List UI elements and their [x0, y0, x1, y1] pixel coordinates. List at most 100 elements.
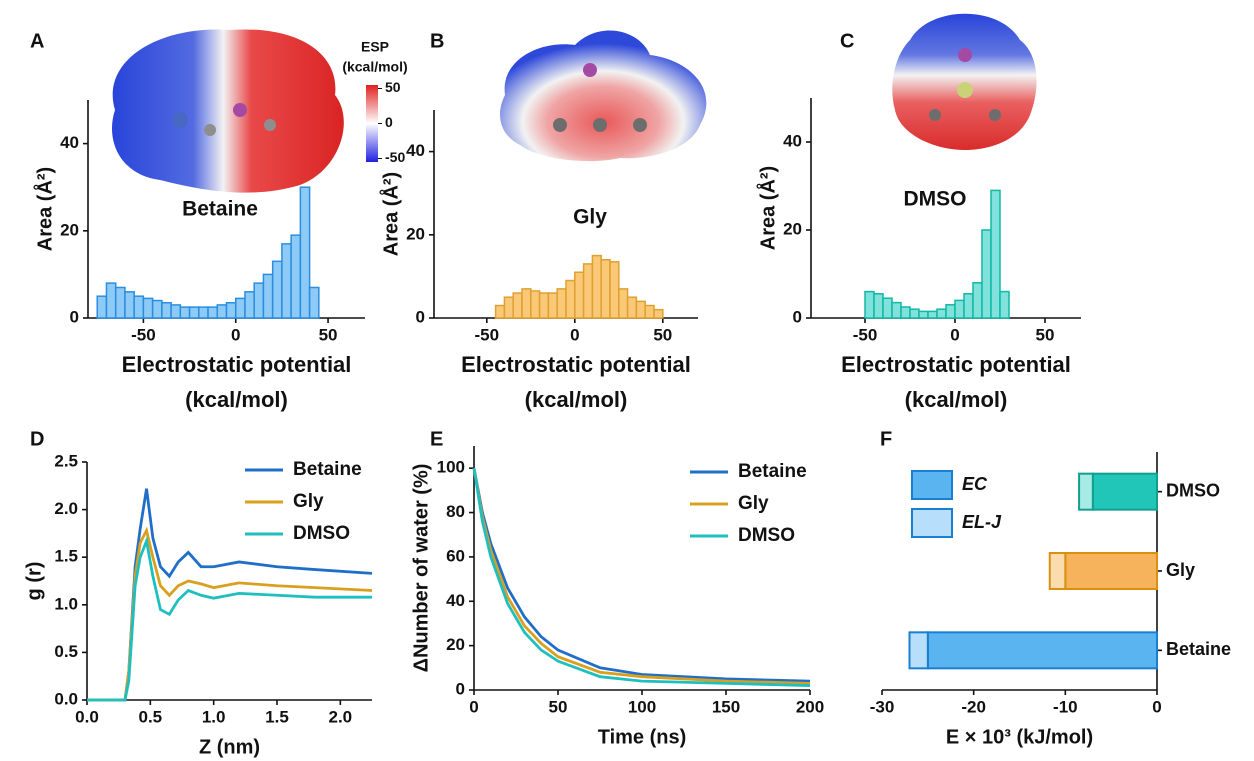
x-tick-label: 100 [628, 697, 656, 716]
histogram-bar [1000, 292, 1009, 318]
molecule-surface [892, 14, 1036, 150]
y-tick-label: 80 [446, 502, 465, 521]
x-tick-label: 150 [712, 697, 740, 716]
histogram-bar [273, 261, 282, 318]
histogram-bar [901, 307, 910, 318]
histogram-bar [504, 297, 513, 318]
histogram-bar [245, 292, 254, 318]
legend-label: Gly [738, 493, 769, 514]
bar [1093, 474, 1157, 510]
histogram-bar [300, 187, 309, 318]
panel-label: C [840, 30, 854, 52]
histogram-bar [865, 292, 874, 318]
histogram-bar [883, 298, 892, 318]
x-tick-label: 0 [570, 325, 579, 344]
y-axis-label: Area (Å²) [755, 166, 779, 250]
histogram-bar [654, 310, 663, 318]
y-tick-label: 40 [446, 591, 465, 610]
y-tick-label: 20 [446, 635, 465, 654]
legend-label: Gly [293, 491, 324, 512]
histogram-bar [134, 296, 143, 318]
colorbar-title: ESP [361, 39, 389, 55]
y-tick-label: 0.0 [54, 689, 78, 708]
histogram-bar [190, 307, 199, 318]
y-tick-label: 40 [783, 131, 802, 150]
y-tick-label: 100 [437, 458, 465, 477]
x-tick-label: -50 [475, 325, 500, 344]
molecule-label: DMSO [904, 188, 967, 211]
y-tick-label: 60 [446, 546, 465, 565]
y-tick-label: 1.5 [54, 547, 78, 566]
legend-label: Betaine [738, 461, 807, 482]
x-tick-label: -30 [870, 697, 895, 716]
bar [1079, 474, 1093, 510]
histogram-bar [162, 303, 171, 318]
x-tick-label: 0 [231, 325, 240, 344]
category-label: Betaine [1166, 639, 1231, 659]
x-axis-label: E × 10³ (kJ/mol) [946, 726, 1093, 748]
x-tick-label: 50 [653, 325, 672, 344]
x-tick-label: 50 [549, 697, 568, 716]
x-axis-label: Electrostatic potential [122, 352, 352, 377]
x-tick-label: 50 [319, 325, 338, 344]
histogram-bar [116, 287, 125, 318]
y-tick-label: 20 [60, 220, 79, 239]
y-tick-label: 40 [60, 133, 79, 152]
histogram-bar [143, 298, 152, 318]
histogram-bar [955, 300, 964, 318]
histogram-bar [227, 303, 236, 318]
x-tick-label: 0.5 [139, 707, 163, 726]
y-tick-label: 20 [783, 219, 802, 238]
histogram-bar [937, 309, 946, 318]
bar [928, 632, 1157, 668]
histogram-bar [180, 307, 189, 318]
histogram-bar [628, 297, 637, 318]
y-axis-label: Area (Å²) [378, 172, 402, 256]
histogram-bar [919, 311, 928, 318]
category-label: Gly [1166, 560, 1195, 580]
colorbar-title: (kcal/mol) [342, 59, 407, 75]
panel-label: E [430, 428, 443, 450]
histogram-bar [106, 283, 115, 318]
y-tick-label: 0 [793, 307, 802, 326]
histogram-bar [991, 190, 1000, 318]
x-tick-label: 1.0 [202, 707, 226, 726]
histogram-bar [310, 287, 319, 318]
x-tick-label: -50 [853, 325, 878, 344]
x-tick-label: 0 [469, 697, 478, 716]
x-axis-label: Electrostatic potential [841, 352, 1071, 377]
panel-label: B [430, 30, 444, 52]
histogram-bar [601, 260, 610, 318]
y-tick-label: 0 [416, 307, 425, 326]
bar [1050, 553, 1066, 589]
histogram-bar [496, 306, 505, 318]
panel-label: A [30, 30, 44, 52]
histogram-bar [199, 307, 208, 318]
histogram-bar [263, 274, 272, 318]
histogram-bar [892, 303, 901, 318]
y-tick-label: 40 [406, 141, 425, 160]
legend-label: EL-J [962, 512, 1002, 532]
x-tick-label: -50 [131, 325, 156, 344]
histogram-bar [522, 289, 531, 318]
x-tick-label: 0.0 [75, 707, 99, 726]
y-axis-label: ΔNumber of water (%) [410, 464, 432, 673]
y-tick-label: 20 [406, 224, 425, 243]
molecule-surface [112, 29, 344, 192]
y-tick-label: 0 [70, 307, 79, 326]
histogram-bar [208, 307, 217, 318]
histogram-bar [592, 256, 601, 318]
histogram-bar [910, 309, 919, 318]
bar [1065, 553, 1157, 589]
histogram-bar [291, 235, 300, 318]
legend-swatch [912, 509, 952, 537]
colorbar-tick-label: -50 [385, 149, 405, 165]
x-axis-label: Electrostatic potential [461, 352, 691, 377]
bar [910, 632, 928, 668]
histogram-bar [964, 294, 973, 318]
histogram-bar [548, 293, 557, 318]
histogram-bar [982, 230, 991, 318]
histogram-bar [619, 289, 628, 318]
x-tick-label: 50 [1036, 325, 1055, 344]
y-axis-label: Area (Å²) [32, 167, 56, 251]
